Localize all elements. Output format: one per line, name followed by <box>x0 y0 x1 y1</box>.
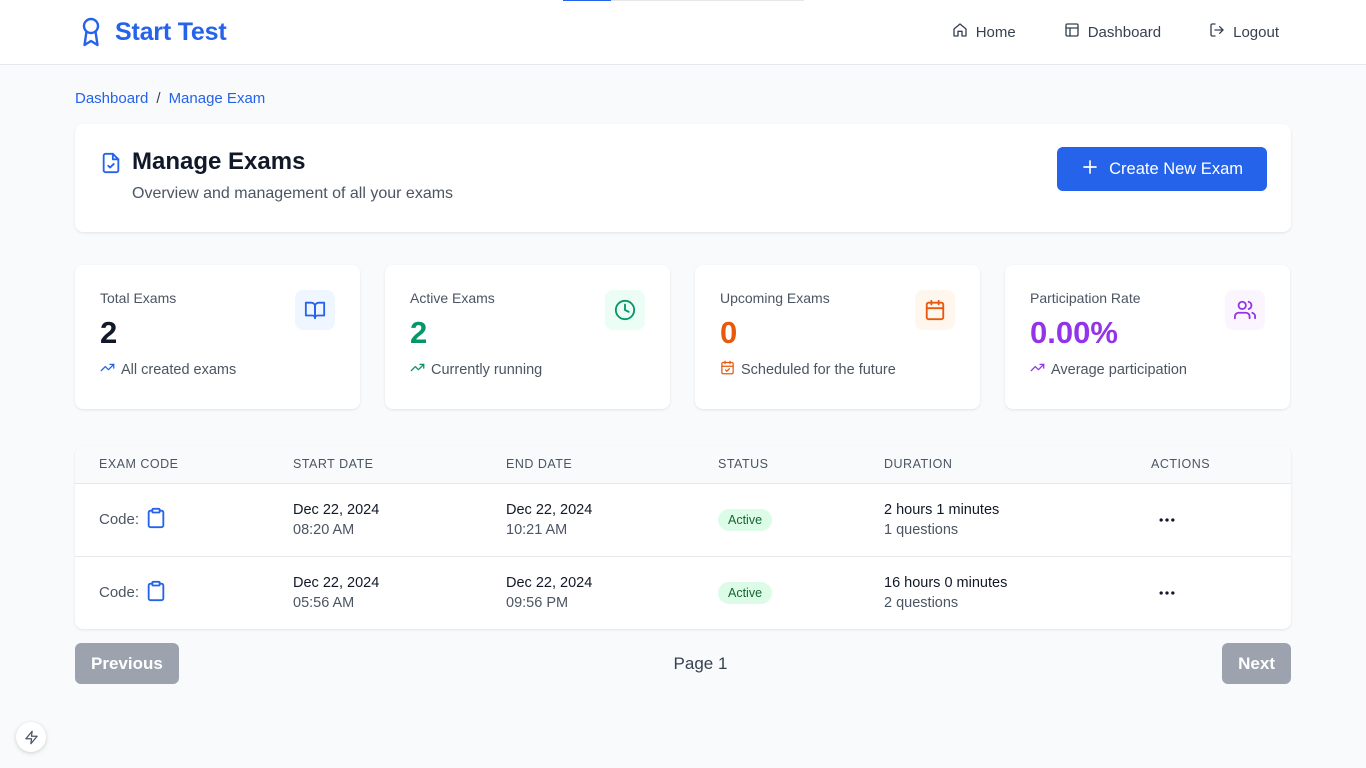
exams-table: EXAM CODE START DATE END DATE STATUS DUR… <box>75 446 1291 629</box>
stat-card-total-exams: Total Exams 2 All created exams <box>75 265 360 409</box>
col-start-date: START DATE <box>269 446 482 484</box>
nav-logout[interactable]: Logout <box>1209 22 1279 42</box>
duration: 2 hours 1 minutes <box>884 501 1000 518</box>
breadcrumb-dashboard[interactable]: Dashboard <box>75 89 149 107</box>
stat-value: 0 <box>720 315 738 350</box>
nav-dashboard[interactable]: Dashboard <box>1064 22 1161 42</box>
col-duration: DURATION <box>860 446 1127 484</box>
stat-label: Active Exams <box>410 290 495 306</box>
breadcrumb: Dashboard / Manage Exam <box>75 89 1291 107</box>
stat-footer: Average participation <box>1051 361 1187 378</box>
calendar-icon <box>915 290 955 330</box>
breadcrumb-manage-exam[interactable]: Manage Exam <box>168 89 266 107</box>
status-badge: Active <box>718 508 773 531</box>
duration: 16 hours 0 minutes <box>884 574 1008 591</box>
clipboard-icon[interactable] <box>145 507 167 533</box>
start-date: Dec 22, 2024 <box>293 574 380 591</box>
table-row: Code: Dec 22, 2024 05:56 AM Dec 22, 2024… <box>75 556 1291 629</box>
navbar: Start Test Home Dashboard Logout <box>0 0 1366 65</box>
table-row: Code: Dec 22, 2024 08:20 AM Dec 22, 2024… <box>75 483 1291 557</box>
question-count: 1 questions <box>884 521 959 538</box>
stat-card-upcoming-exams: Upcoming Exams 0 Scheduled for the futur… <box>695 265 980 409</box>
create-new-exam-button[interactable]: Create New Exam <box>1057 147 1267 191</box>
more-actions-icon[interactable] <box>1157 583 1177 603</box>
award-icon <box>79 16 103 48</box>
stat-value: 2 <box>410 315 428 350</box>
end-time: 09:56 PM <box>506 594 569 611</box>
lightning-icon[interactable] <box>16 722 46 752</box>
top-loading-progress <box>563 0 804 1</box>
col-actions: ACTIONS <box>1127 446 1291 484</box>
stat-card-active-exams: Active Exams 2 Currently running <box>385 265 670 409</box>
start-time: 08:20 AM <box>293 521 355 538</box>
main-content: Dashboard / Manage Exam Manage Exams Ove… <box>0 90 1366 684</box>
stat-card-participation-rate: Participation Rate 0.00% Average partici… <box>1005 265 1290 409</box>
top-loading-progress-fill <box>563 0 612 1</box>
file-check-icon <box>100 152 122 174</box>
layout-icon <box>1064 22 1080 42</box>
page-header-card: Manage Exams Overview and management of … <box>75 124 1291 232</box>
stat-label: Upcoming Exams <box>720 290 830 306</box>
code-label: Code: <box>99 584 140 602</box>
brand-title: Start Test <box>115 17 227 46</box>
status-badge: Active <box>718 581 773 604</box>
nav-home-label: Home <box>975 23 1016 41</box>
nav-links: Home Dashboard Logout <box>952 22 1279 42</box>
logout-icon <box>1209 22 1225 42</box>
start-date: Dec 22, 2024 <box>293 501 380 518</box>
end-date: Dec 22, 2024 <box>506 574 593 591</box>
stat-value: 0.00% <box>1030 315 1118 350</box>
trending-up-icon <box>100 360 115 379</box>
clock-icon <box>605 290 645 330</box>
next-page-button[interactable]: Next <box>1222 643 1291 684</box>
page-indicator: Page 1 <box>673 653 728 673</box>
users-icon <box>1225 290 1265 330</box>
home-icon <box>952 22 968 42</box>
table-header-row: EXAM CODE START DATE END DATE STATUS DUR… <box>75 446 1291 484</box>
stat-value: 2 <box>100 315 118 350</box>
end-date: Dec 22, 2024 <box>506 501 593 518</box>
stat-footer: Currently running <box>431 361 543 378</box>
pagination: Previous Page 1 Next <box>75 643 1291 684</box>
page-title: Manage Exams <box>132 147 306 175</box>
end-time: 10:21 AM <box>506 521 568 538</box>
nav-home[interactable]: Home <box>952 22 1016 42</box>
stat-footer: All created exams <box>121 361 237 378</box>
previous-page-button[interactable]: Previous <box>75 643 179 684</box>
col-end-date: END DATE <box>482 446 694 484</box>
create-new-exam-label: Create New Exam <box>1109 159 1243 178</box>
stat-label: Participation Rate <box>1030 290 1141 306</box>
brand[interactable]: Start Test <box>79 16 227 48</box>
plus-icon <box>1081 158 1099 181</box>
clipboard-icon[interactable] <box>145 580 167 606</box>
stats-row: Total Exams 2 All created exams Active E… <box>75 265 1291 409</box>
nav-logout-label: Logout <box>1233 23 1279 41</box>
page-subtitle: Overview and management of all your exam… <box>132 184 454 202</box>
stat-footer: Scheduled for the future <box>741 361 896 378</box>
nav-dashboard-label: Dashboard <box>1087 23 1162 41</box>
col-exam-code: EXAM CODE <box>75 446 269 484</box>
more-actions-icon[interactable] <box>1157 510 1177 530</box>
code-label: Code: <box>99 511 140 528</box>
book-open-icon <box>295 290 335 330</box>
question-count: 2 questions <box>884 594 959 611</box>
exams-table-card: EXAM CODE START DATE END DATE STATUS DUR… <box>75 446 1291 629</box>
trending-up-icon <box>1030 360 1045 379</box>
col-status: STATUS <box>694 446 860 484</box>
trending-up-icon <box>410 360 425 379</box>
breadcrumb-separator: / <box>156 89 161 107</box>
start-time: 05:56 AM <box>293 594 355 611</box>
stat-label: Total Exams <box>100 290 177 306</box>
calendar-check-icon <box>720 360 735 379</box>
